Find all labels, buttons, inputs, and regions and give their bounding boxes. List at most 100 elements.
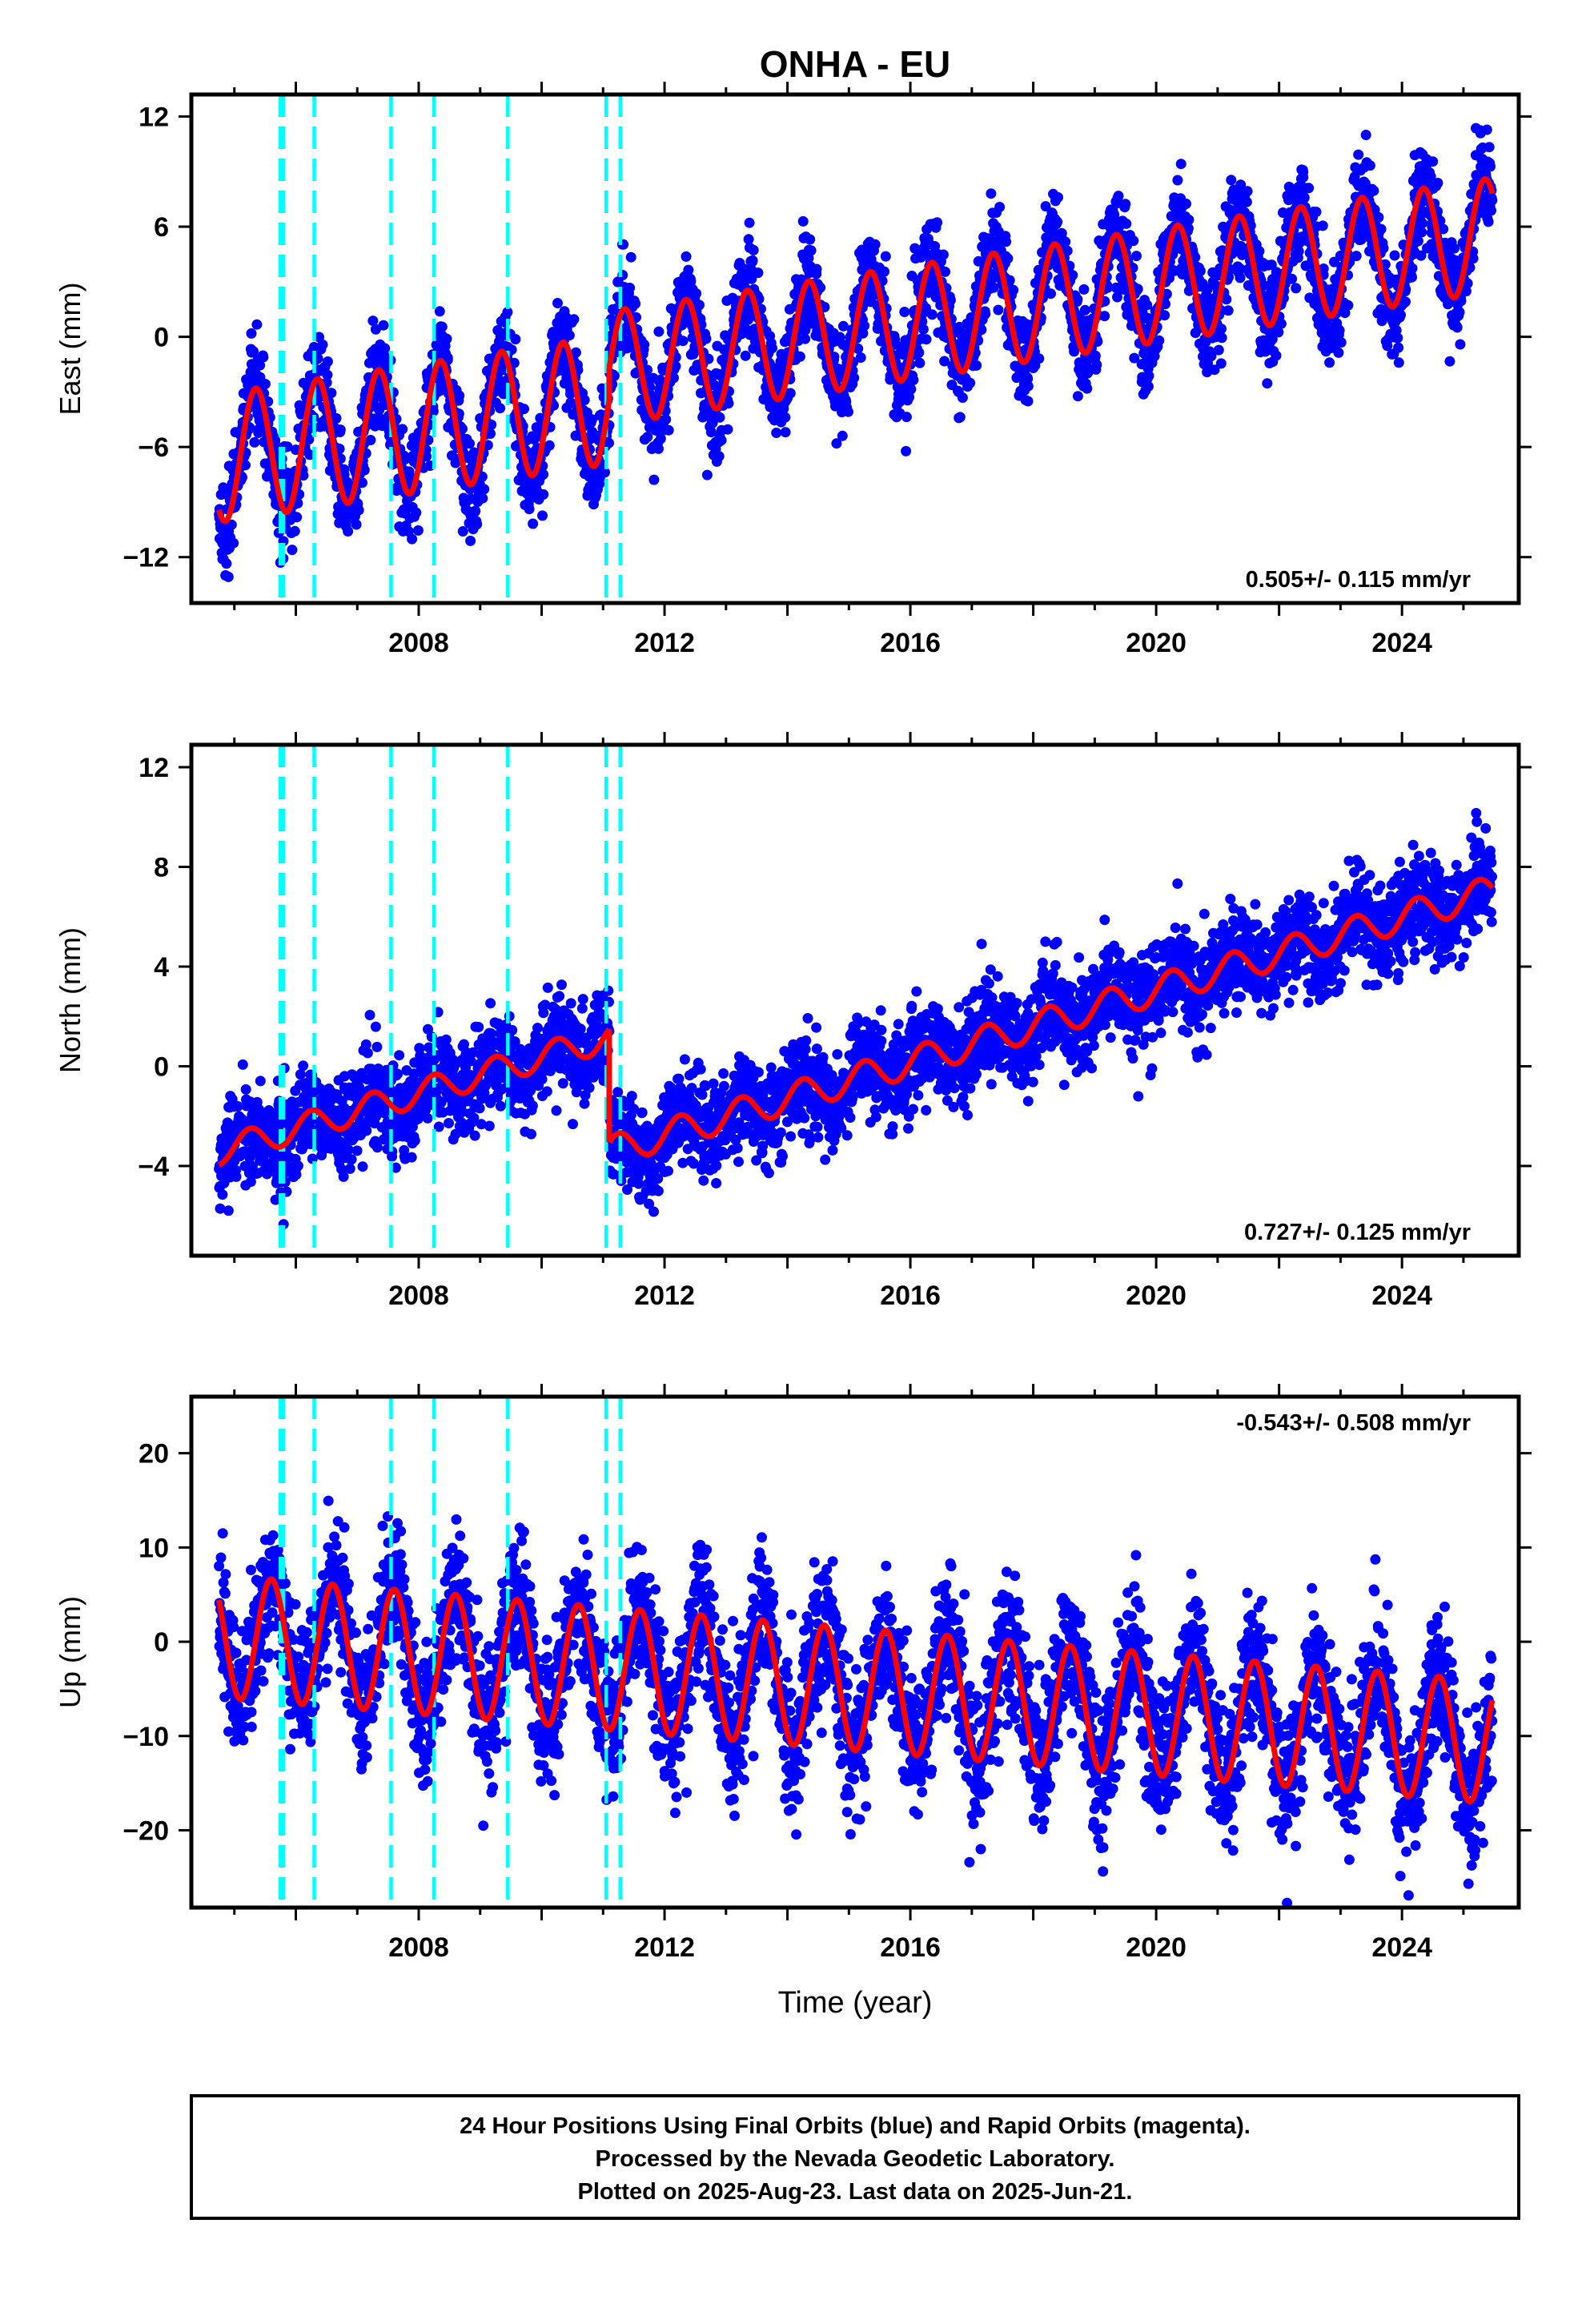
data-point bbox=[1154, 335, 1165, 346]
data-point bbox=[714, 412, 725, 423]
data-point bbox=[538, 468, 549, 480]
data-point bbox=[1487, 195, 1498, 206]
figure-title: ONHA - EU bbox=[760, 43, 951, 85]
data-point bbox=[407, 533, 418, 545]
data-point bbox=[705, 427, 717, 438]
data-point bbox=[246, 328, 257, 339]
data-point bbox=[1271, 350, 1282, 361]
data-point bbox=[298, 470, 309, 481]
data-point bbox=[1389, 250, 1400, 261]
data-point bbox=[1221, 294, 1232, 305]
data-point bbox=[365, 435, 376, 445]
data-point bbox=[1056, 227, 1067, 239]
data-point bbox=[552, 298, 563, 308]
data-point bbox=[1242, 186, 1253, 197]
data-point bbox=[486, 419, 497, 430]
data-point bbox=[859, 320, 870, 332]
data-point bbox=[331, 412, 342, 424]
data-point bbox=[322, 369, 333, 380]
data-point bbox=[1022, 396, 1034, 407]
data-point bbox=[913, 347, 925, 358]
data-point bbox=[901, 445, 912, 456]
data-point bbox=[1415, 250, 1427, 261]
data-point bbox=[1235, 263, 1245, 274]
data-point bbox=[1291, 283, 1302, 294]
x-tick-label: 2008 bbox=[388, 628, 449, 658]
data-point bbox=[722, 424, 733, 435]
data-point bbox=[1128, 235, 1139, 247]
data-point bbox=[780, 412, 791, 423]
data-point bbox=[508, 357, 520, 368]
data-point bbox=[570, 347, 581, 358]
data-point bbox=[630, 298, 641, 309]
data-point bbox=[1161, 288, 1172, 300]
data-point bbox=[748, 244, 759, 255]
data-point bbox=[271, 1108, 282, 1119]
x-tick-label: 2024 bbox=[1371, 628, 1432, 658]
data-point bbox=[295, 1069, 306, 1080]
data-point bbox=[223, 571, 234, 582]
data-point bbox=[1262, 378, 1273, 389]
data-point bbox=[1254, 246, 1265, 257]
data-point bbox=[353, 505, 364, 516]
data-point bbox=[440, 1034, 452, 1045]
data-point bbox=[326, 388, 337, 399]
data-point bbox=[1481, 124, 1492, 135]
data-point bbox=[510, 334, 521, 345]
data-point bbox=[642, 364, 652, 376]
data-point bbox=[1392, 332, 1403, 344]
data-point bbox=[357, 477, 367, 489]
data-point bbox=[436, 1097, 447, 1108]
y-tick-label: −12 bbox=[122, 543, 169, 573]
data-point bbox=[691, 288, 702, 299]
data-point bbox=[1022, 373, 1034, 384]
data-point bbox=[1195, 265, 1206, 276]
data-point bbox=[240, 460, 251, 471]
data-point bbox=[1004, 275, 1015, 286]
data-point bbox=[361, 1125, 372, 1136]
data-point bbox=[344, 1163, 355, 1174]
data-point bbox=[1160, 299, 1170, 310]
data-point bbox=[843, 406, 853, 417]
data-point bbox=[1486, 205, 1496, 216]
data-point bbox=[1181, 199, 1191, 209]
data-point bbox=[831, 438, 842, 449]
data-point bbox=[1142, 381, 1154, 392]
data-point bbox=[606, 314, 616, 324]
data-point bbox=[849, 372, 860, 384]
data-point bbox=[422, 1112, 433, 1124]
data-point bbox=[853, 343, 864, 354]
data-point bbox=[1132, 283, 1143, 295]
data-point bbox=[1444, 356, 1456, 367]
data-point bbox=[441, 333, 452, 344]
data-point bbox=[899, 307, 910, 317]
data-point bbox=[677, 336, 689, 347]
data-point bbox=[694, 300, 705, 311]
data-point bbox=[564, 330, 575, 341]
data-point bbox=[771, 428, 782, 438]
data-point bbox=[1143, 370, 1154, 381]
data-point bbox=[1213, 344, 1224, 356]
data-point bbox=[298, 1060, 309, 1072]
data-point bbox=[625, 251, 636, 263]
data-point bbox=[1008, 284, 1019, 296]
data-point bbox=[1393, 342, 1404, 353]
data-point bbox=[669, 372, 679, 384]
data-point bbox=[537, 510, 548, 521]
data-point bbox=[1002, 253, 1014, 264]
data-point bbox=[1432, 178, 1443, 188]
data-point bbox=[251, 319, 263, 330]
data-point bbox=[965, 377, 976, 388]
data-point bbox=[648, 474, 660, 485]
data-point bbox=[1355, 234, 1367, 245]
data-point bbox=[1407, 263, 1418, 274]
data-point bbox=[1407, 271, 1417, 283]
y-tick-label: 12 bbox=[139, 103, 169, 133]
data-point bbox=[409, 1135, 420, 1146]
data-point bbox=[524, 504, 535, 515]
data-point bbox=[1298, 171, 1309, 183]
data-point bbox=[1226, 175, 1237, 186]
data-point bbox=[653, 443, 664, 454]
data-point bbox=[495, 403, 506, 414]
